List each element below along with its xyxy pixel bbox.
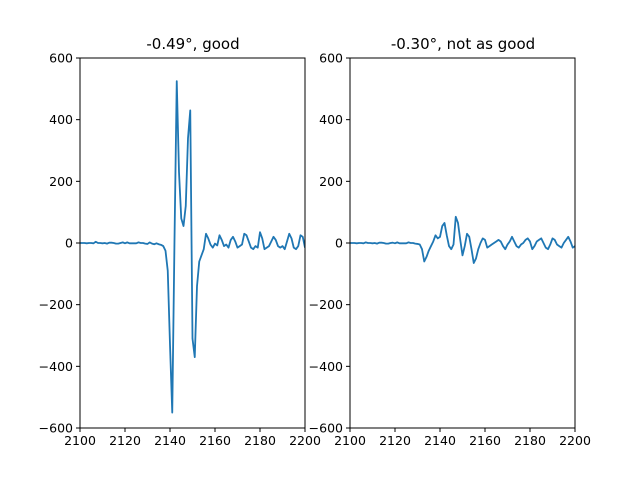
y-tick-label-left: −200 bbox=[39, 297, 73, 312]
y-tick-label-left: −600 bbox=[39, 421, 73, 436]
x-tick-label-left: 2120 bbox=[109, 433, 141, 448]
axes-frame-right bbox=[349, 57, 576, 429]
plot-area-right: 2100 2120 2140 2160 2180 2200 −600 −400 −200 0 200… bbox=[309, 51, 591, 449]
subplot-right: -0.30°, not as good 2100 2120 2140 2160 2180… bbox=[309, 35, 591, 448]
x-tick-label-left: 2200 bbox=[289, 433, 321, 448]
y-tick-label-right: −600 bbox=[309, 421, 343, 436]
x-tick-label-right: 2100 bbox=[334, 433, 366, 448]
y-tick-label-left: 600 bbox=[49, 51, 73, 66]
x-tick-label-left: 2160 bbox=[199, 433, 231, 448]
x-tick-label-right: 2180 bbox=[514, 433, 546, 448]
subplot-left: -0.49°, good 2100 2120 2140 2160 2180 2200 −60… bbox=[39, 35, 321, 448]
y-tick-label-right: −200 bbox=[309, 297, 343, 312]
y-tick-label-right: −400 bbox=[309, 359, 343, 374]
chart-title-left: -0.49°, good bbox=[146, 35, 239, 53]
y-tick-label-left: 400 bbox=[49, 112, 73, 127]
y-tick-label-left: −400 bbox=[39, 359, 73, 374]
x-tick-label-right: 2140 bbox=[424, 433, 456, 448]
x-tick-label-left: 2100 bbox=[64, 433, 96, 448]
y-tick-label-right: 400 bbox=[319, 112, 343, 127]
x-tick-label-right: 2120 bbox=[379, 433, 411, 448]
axes-frame-left bbox=[79, 57, 306, 429]
x-tick-label-left: 2180 bbox=[244, 433, 276, 448]
chart-title-right: -0.30°, not as good bbox=[391, 35, 535, 53]
y-tick-label-right: 600 bbox=[319, 51, 343, 66]
x-tick-label-right: 2160 bbox=[469, 433, 501, 448]
x-tick-label-right: 2200 bbox=[559, 433, 591, 448]
y-tick-label-right: 200 bbox=[319, 174, 343, 189]
y-tick-label-left: 0 bbox=[65, 236, 73, 251]
series-line-left-0 bbox=[80, 80, 305, 414]
x-tick-label-left: 2140 bbox=[154, 433, 186, 448]
y-tick-label-right: 0 bbox=[335, 236, 343, 251]
series-line-right-0 bbox=[350, 215, 575, 264]
plot-area-left: 2100 2120 2140 2160 2180 2200 −600 −400 −200 0 200… bbox=[39, 51, 321, 449]
y-tick-label-left: 200 bbox=[49, 174, 73, 189]
